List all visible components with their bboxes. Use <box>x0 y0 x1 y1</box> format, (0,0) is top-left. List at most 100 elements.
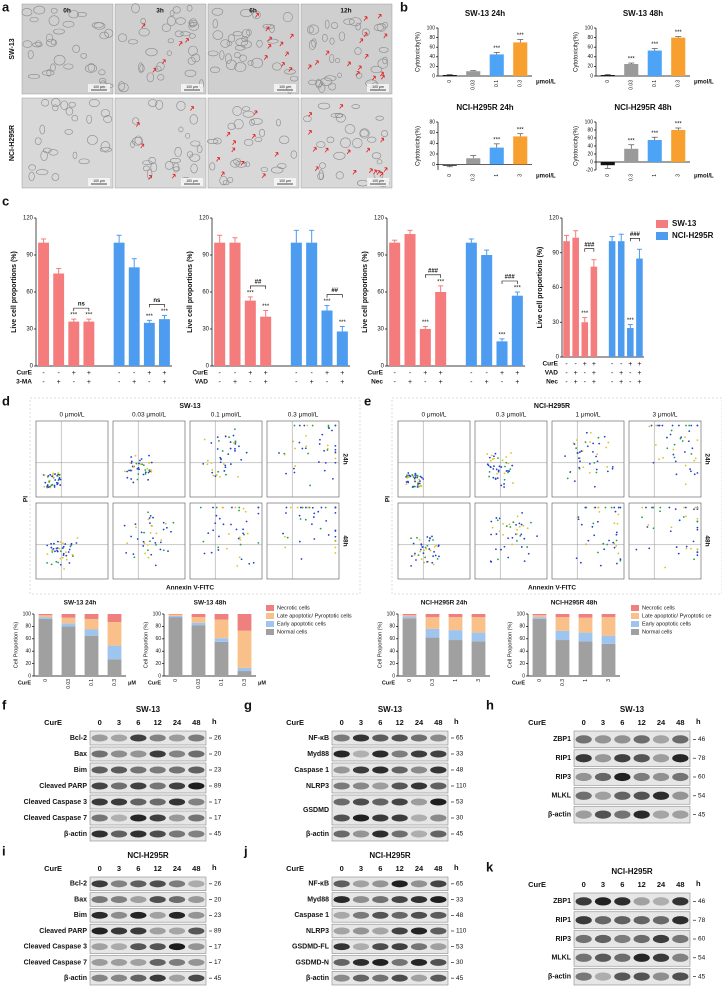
event-dot <box>431 535 433 538</box>
event-dot <box>615 539 618 542</box>
event-dot <box>689 468 691 471</box>
band <box>652 916 670 925</box>
event-dot <box>144 471 147 474</box>
treatment-sign: - <box>574 361 577 368</box>
flow-plot <box>397 420 471 498</box>
event-dot <box>419 484 422 487</box>
band <box>333 974 350 982</box>
treatment-sign: + <box>592 361 596 368</box>
bar <box>435 292 447 366</box>
y-tick-label: 40 <box>587 54 593 60</box>
event-dot <box>691 447 694 450</box>
legend-label: SW-13 <box>672 219 697 228</box>
cell <box>187 151 194 158</box>
event-dot <box>123 470 126 473</box>
event-dot <box>206 463 209 466</box>
event-dot <box>497 457 499 460</box>
event-dot <box>293 424 296 427</box>
event-dot <box>309 484 312 487</box>
stacked-segment <box>471 617 486 633</box>
micrograph <box>207 97 300 189</box>
event-dot <box>496 477 499 480</box>
treatment-label: CurE <box>286 864 304 873</box>
dose-label: 0 μmol/L <box>59 412 84 419</box>
band <box>430 830 447 838</box>
band <box>333 782 350 790</box>
y-tick-label: 20 <box>519 661 525 667</box>
y-tick-label: 80 <box>587 127 593 133</box>
y-tick-label: 20 <box>587 64 593 70</box>
cell <box>99 146 112 153</box>
event-dot <box>301 506 304 509</box>
event-dot <box>292 440 295 443</box>
legend-swatch <box>631 629 639 635</box>
band <box>91 911 108 919</box>
event-dot <box>536 535 538 538</box>
band <box>391 958 408 966</box>
blot-strip <box>573 892 691 911</box>
treatment-sign: + <box>87 370 91 377</box>
event-dot <box>217 549 220 551</box>
event-dot <box>658 458 660 460</box>
event-dot <box>160 539 163 541</box>
significance: *** <box>85 313 93 319</box>
event-dot <box>142 545 145 547</box>
event-dot <box>412 485 415 488</box>
cell <box>28 171 35 181</box>
band <box>652 972 670 981</box>
y-tick-label: 80 <box>25 624 31 630</box>
event-dot <box>501 459 504 462</box>
cell <box>282 11 293 23</box>
stacked-segment <box>61 623 76 627</box>
y-tick-label: 60 <box>26 290 33 296</box>
event-dot <box>509 526 512 528</box>
arrow <box>255 12 259 18</box>
legend-label: Early apoptotic cells <box>642 621 691 627</box>
event-dot <box>577 518 580 521</box>
cell <box>318 169 324 180</box>
event-dot <box>410 555 413 558</box>
event-dot <box>298 424 301 427</box>
cell <box>240 40 252 49</box>
event-dot <box>505 456 508 458</box>
event-dot <box>234 442 237 445</box>
event-dot <box>214 522 217 525</box>
event-dot <box>203 438 206 441</box>
event-dot <box>328 427 330 429</box>
band <box>594 810 612 819</box>
event-dot <box>237 537 240 540</box>
event-dot <box>313 538 316 540</box>
event-dot <box>421 546 424 548</box>
event-dot <box>696 472 699 474</box>
event-dot <box>433 545 436 548</box>
y-tick-label: 80 <box>519 624 525 630</box>
y-tick-label: 120 <box>374 216 385 222</box>
y-tick-label: 60 <box>25 636 31 642</box>
event-dot <box>507 537 510 540</box>
cell <box>233 118 244 130</box>
y-axis-label: PI <box>385 496 392 502</box>
cell <box>206 138 219 144</box>
event-dot <box>613 522 616 525</box>
event-dot <box>49 473 52 476</box>
event-dot <box>488 471 491 473</box>
event-dot <box>234 447 236 450</box>
cell <box>84 64 98 73</box>
event-dot <box>512 521 515 524</box>
flow-plot <box>112 502 186 580</box>
flow-plot <box>474 502 548 580</box>
cell <box>60 100 69 110</box>
protein-label: β-actin <box>64 831 87 838</box>
event-dot <box>613 546 616 549</box>
bar <box>513 136 528 165</box>
cell <box>377 58 389 69</box>
band <box>594 916 612 925</box>
band <box>391 911 408 919</box>
treatment-sign: + <box>619 370 623 377</box>
comparison-label: ### <box>505 275 516 281</box>
lane-label: 3 <box>601 718 605 727</box>
lane-label: 24 <box>415 864 424 873</box>
event-dot <box>63 568 65 570</box>
event-dot <box>304 447 307 450</box>
event-dot <box>239 543 242 546</box>
